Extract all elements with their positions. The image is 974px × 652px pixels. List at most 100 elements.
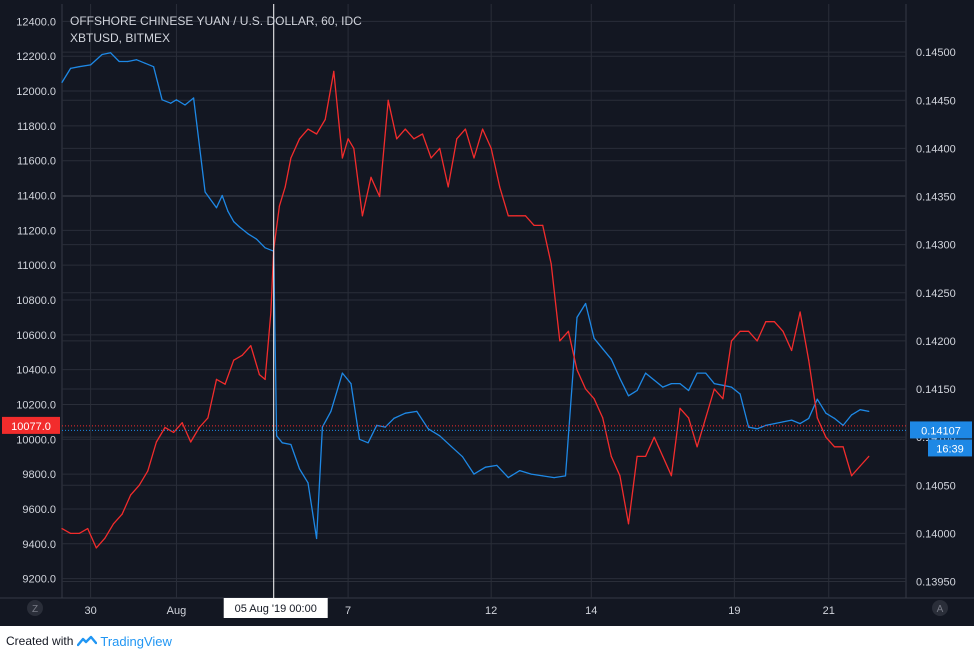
xbtusd-line-point [679,383,681,385]
cnh-usd-line-point [653,436,655,438]
footer: Created with TradingView [6,632,172,650]
cnh-usd-line-point [662,455,664,457]
xbtusd-line-point [110,52,112,54]
cnh-usd-line-point [456,138,458,140]
cnh-usd-line-point [341,157,343,159]
cnh-usd-line-point [473,157,475,159]
xbtusd-line-point [507,477,509,479]
xbtusd-line-point [316,537,318,540]
right-time-text: 16:39 [936,443,964,455]
xbtusd-line-point [461,456,464,458]
xbtusd-line-point [101,53,103,56]
tradingview-brand[interactable]: TradingView [77,634,172,649]
left-tick-label: 10200.0 [16,399,56,411]
right-time-badge [928,439,972,457]
xbtusd-line-point [610,358,612,360]
left-price-axis[interactable]: 9200.0 9400.0 9600.0 9800.0 10000.0 10200.0 10… [16,16,56,585]
cnh-usd-line-point [542,224,544,226]
cnh-usd-line-point [482,128,484,130]
time-axis[interactable]: 30 Aug 7 12 14 19 21 [84,605,834,617]
xbtusd-line-point [816,398,818,400]
xbtusd-line-point [799,423,801,425]
xbtusd-line-point [496,464,498,466]
time-tick-label: 14 [585,605,597,617]
left-tick-label: 11200.0 [17,225,56,237]
cnh-usd-line-point [258,374,260,376]
xbtusd-line-point [393,417,395,419]
xbtusd-line-point [276,435,278,437]
cnh-usd-line-point [264,378,266,380]
cnh-usd-line-point [270,311,272,313]
cnh-usd-line-point [730,340,733,342]
xbtusd-line-point [722,384,724,386]
xbtusd-line-point [341,372,343,374]
crosshair: 05 Aug '19 00:00 [223,4,328,618]
cnh-usd-line-point [430,157,432,159]
cnh-usd-line-point [138,484,140,486]
xbtusd-line-point [367,442,369,444]
left-tick-label: 9200.0 [22,574,56,586]
cnh-usd-line-point [241,354,243,356]
cnh-usd-line-point [147,470,149,472]
left-tick-label: 9600.0 [22,504,56,516]
xbtusd-line-point [204,191,206,193]
xbtusd-line-point [825,412,827,414]
left-tick-label: 10600.0 [16,330,56,342]
xbtusd-line-point [255,238,258,240]
right-last-value-badge [910,421,972,439]
xbtusd-line-point [264,247,266,249]
xbtusd-line-point [175,99,177,101]
tradingview-logo-icon [77,635,98,647]
xbtusd-line-point [321,426,323,428]
cnh-usd-line-point [550,263,552,265]
cnh-usd-line-point [121,513,123,515]
right-tick-label: 0.14000 [916,528,956,540]
cnh-usd-line-point [782,330,784,332]
cnh-usd-line-point [70,532,72,535]
cnh-usd-line-point [868,455,870,457]
chart-container[interactable]: 05 Aug '19 00:00 9200.0 9400.0 9600.0 9800.… [0,0,974,626]
xbtusd-line-point [696,372,698,374]
xbtusd-line-point [576,316,578,318]
cnh-usd-line-point [278,205,280,207]
cnh-usd-line-point [739,330,741,332]
xbtusd-line-point [653,379,655,381]
xbtusd-line-point [290,443,292,446]
cnh-usd-line-point [679,407,681,409]
xbtusd-line-point [450,445,452,447]
xbtusd-line-point [782,421,784,423]
cnh-usd-line-point [533,224,535,226]
xbtusd-line-point [859,409,861,411]
xbtusd-line-point [118,60,120,63]
xbtusd-line-point [602,348,604,350]
xbtusd-line-point [416,410,418,412]
xbtusd-line-point [307,482,309,484]
right-corner-button[interactable]: A [932,600,948,616]
price-chart[interactable]: 05 Aug '19 00:00 9200.0 9400.0 9600.0 9800.… [0,0,974,626]
cnh-usd-line-point [645,455,647,457]
cnh-usd-line-point [250,345,252,347]
cnh-usd-line-point [370,176,372,178]
cnh-usd-line-point [361,215,363,217]
xbtusd-line-point [215,207,218,209]
xbtusd-line-point [730,386,733,388]
xbtusd-line-point [135,59,137,61]
left-corner-button[interactable]: Z [27,600,43,616]
cnh-usd-line-point [713,388,715,390]
cnh-usd-line-point [610,455,612,457]
xbtusd-line-point [808,417,810,419]
cnh-usd-line-point [284,186,286,188]
time-tick-label: 19 [728,605,740,617]
cnh-usd-line-point [507,215,509,217]
xbtusd-line-point [530,473,532,475]
cnh-usd-line-point [627,523,630,525]
cnh-usd-line-point [756,340,758,342]
cnh-usd-line-point [404,128,406,130]
xbtusd-line-point [705,372,707,374]
xbtusd-line-point [619,377,621,379]
cnh-usd-line-point [490,147,492,149]
grid [0,4,974,599]
cnh-usd-line-point [816,417,818,419]
cnh-usd-line-point [499,186,501,188]
xbtusd-line-point [484,466,486,468]
